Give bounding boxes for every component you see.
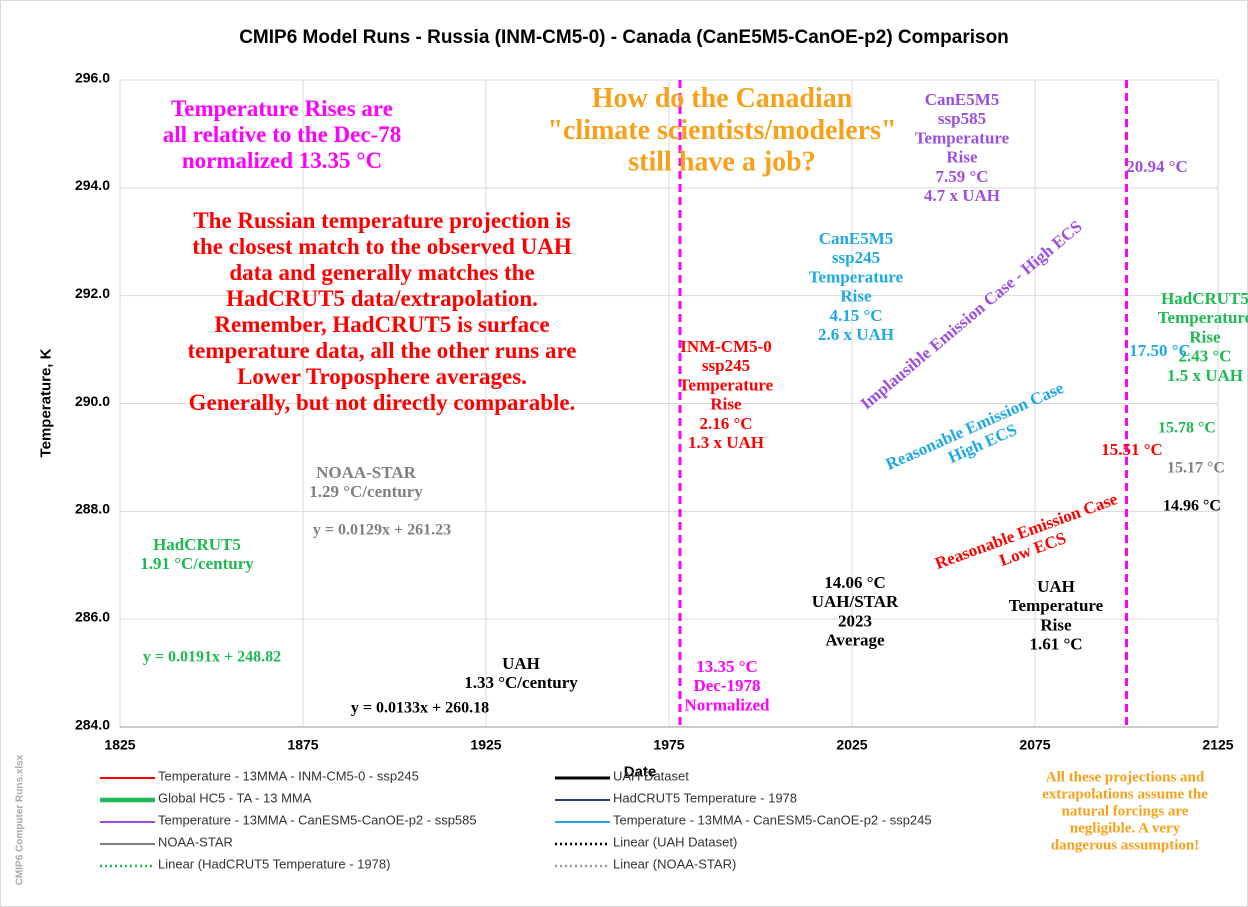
x-axis-label: Date bbox=[624, 763, 657, 780]
annotation: ssp245 bbox=[832, 248, 880, 267]
annotation: Rise bbox=[1040, 615, 1072, 634]
x-tick-label: 1975 bbox=[653, 736, 684, 752]
chart-title: CMIP6 Model Runs - Russia (INM-CM5-0) - … bbox=[239, 27, 1009, 48]
annotation: 2.43 °C bbox=[1178, 347, 1231, 366]
annotation: temperature data, all the other runs are bbox=[187, 338, 576, 363]
y-tick-label: 294.0 bbox=[75, 177, 110, 193]
annotation: still have a job? bbox=[628, 146, 815, 177]
annotation: 20.94 °C bbox=[1126, 157, 1188, 176]
annotation: Rise bbox=[1189, 327, 1221, 346]
annotation: 13.35 °C bbox=[696, 657, 758, 676]
annotation: 17.50 °C bbox=[1129, 341, 1191, 360]
legend-label: Temperature - 13MMA - CanESM5-CanOE-p2 -… bbox=[158, 813, 477, 828]
x-tick-label: 2025 bbox=[836, 736, 867, 752]
annotation: UAH/STAR bbox=[812, 592, 899, 611]
annotation: y = 0.0133x + 260.18 bbox=[351, 699, 489, 716]
annotation: Temperature bbox=[915, 128, 1010, 147]
x-tick-label: 2075 bbox=[1019, 736, 1050, 752]
annotation: "climate scientists/modelers" bbox=[547, 115, 896, 146]
annotation: 15.78 °C bbox=[1158, 419, 1216, 436]
annotation: y = 0.0129x + 261.23 bbox=[313, 521, 451, 538]
legend-label: Linear (HadCRUT5 Temperature - 1978) bbox=[158, 857, 390, 872]
y-tick-label: 286.0 bbox=[75, 609, 110, 625]
legend-label: NOAA-STAR bbox=[158, 835, 233, 850]
annotation: 4.7 x UAH bbox=[924, 186, 1000, 205]
annotation: y = 0.0191x + 248.82 bbox=[143, 648, 281, 665]
legend-label: Temperature - 13MMA - INM-CM5-0 - ssp245 bbox=[158, 769, 419, 784]
file-label: CMIP6 Computer Runs.xlsx bbox=[14, 754, 25, 885]
annotation: Dec-1978 bbox=[693, 676, 760, 695]
annotation: HadCRUT5 bbox=[153, 535, 241, 554]
annotation: Temperature Rises are bbox=[171, 96, 393, 121]
annotation: 1.3 x UAH bbox=[688, 433, 764, 452]
annotation: 1.29 °C/century bbox=[309, 482, 423, 501]
annotation: HadCRUT5 bbox=[1161, 289, 1248, 308]
legend-label: Global HC5 - TA - 13 MMA bbox=[158, 791, 312, 806]
annotation: 14.96 °C bbox=[1163, 497, 1221, 514]
annotation: Average bbox=[825, 631, 885, 650]
annotation: UAH bbox=[1037, 577, 1075, 596]
annotation: The Russian temperature projection is bbox=[193, 208, 570, 233]
annotation: 2023 bbox=[838, 611, 872, 630]
annotation: Temperature bbox=[1009, 596, 1104, 615]
annotation: extrapolations assume the bbox=[1042, 787, 1208, 803]
annotation: data and generally matches the bbox=[229, 260, 534, 285]
annotation: HadCRUT5 data/extrapolation. bbox=[226, 286, 538, 311]
annotation: All these projections and bbox=[1046, 770, 1205, 786]
y-tick-label: 292.0 bbox=[75, 285, 110, 301]
annotation: How do the Canadian bbox=[592, 83, 853, 114]
annotation: Remember, HadCRUT5 is surface bbox=[214, 312, 549, 337]
x-tick-label: 1925 bbox=[470, 736, 501, 752]
annotation: ssp585 bbox=[938, 109, 986, 128]
annotation: Temperature bbox=[809, 267, 904, 286]
y-tick-label: 284.0 bbox=[75, 716, 110, 732]
annotation: 2.16 °C bbox=[699, 414, 752, 433]
annotation: 15.51 °C bbox=[1101, 440, 1163, 459]
y-axis-label: Temperature, K bbox=[37, 348, 54, 457]
y-tick-label: 290.0 bbox=[75, 393, 110, 409]
annotation: natural forcings are bbox=[1062, 803, 1189, 819]
annotation: CanE5M5 bbox=[819, 229, 894, 248]
legend-label: Linear (NOAA-STAR) bbox=[613, 857, 736, 872]
annotation: 1.5 x UAH bbox=[1167, 366, 1243, 385]
annotation: Rise bbox=[840, 287, 872, 306]
annotation: negligible. A very bbox=[1070, 820, 1181, 836]
legend-label: Temperature - 13MMA - CanESM5-CanOE-p2 -… bbox=[613, 813, 932, 828]
annotation: all relative to the Dec-78 bbox=[163, 122, 401, 147]
annotation: Rise bbox=[710, 395, 742, 414]
x-tick-label: 1825 bbox=[104, 736, 135, 752]
annotation: 1.61 °C bbox=[1029, 635, 1082, 654]
annotation: Temperature bbox=[1158, 308, 1248, 327]
annotation: 7.59 °C bbox=[935, 167, 988, 186]
x-tick-label: 2125 bbox=[1202, 736, 1233, 752]
annotation: 4.15 °C bbox=[829, 306, 882, 325]
annotation: the closest match to the observed UAH bbox=[192, 234, 572, 259]
annotation: Generally, but not directly comparable. bbox=[189, 390, 576, 415]
x-tick-label: 1875 bbox=[287, 736, 318, 752]
annotation: 15.17 °C bbox=[1167, 459, 1225, 476]
annotation: Rise bbox=[946, 148, 978, 167]
legend-label: HadCRUT5 Temperature - 1978 bbox=[613, 791, 797, 806]
annotation: 2.6 x UAH bbox=[818, 325, 894, 344]
y-tick-label: 288.0 bbox=[75, 501, 110, 517]
y-tick-label: 296.0 bbox=[75, 69, 110, 85]
annotation: normalized 13.35 °C bbox=[182, 148, 382, 173]
annotation: dangerous assumption! bbox=[1051, 837, 1200, 853]
legend-label: UAH Dataset bbox=[613, 769, 689, 784]
annotation: Normalized bbox=[685, 695, 771, 714]
annotation: Temperature bbox=[679, 375, 774, 394]
annotation: 14.06 °C bbox=[824, 573, 886, 592]
annotation: Lower Troposphere averages. bbox=[237, 364, 527, 389]
annotation: 1.33 °C/century bbox=[464, 673, 578, 692]
annotation: INM-CM5-0 bbox=[680, 337, 772, 356]
annotation: NOAA-STAR bbox=[316, 463, 417, 482]
legend-label: Linear (UAH Dataset) bbox=[613, 835, 737, 850]
annotation: ssp245 bbox=[702, 356, 750, 375]
annotation: UAH bbox=[502, 654, 540, 673]
annotation: CanE5M5 bbox=[925, 90, 1000, 109]
annotation: 1.91 °C/century bbox=[140, 554, 254, 573]
